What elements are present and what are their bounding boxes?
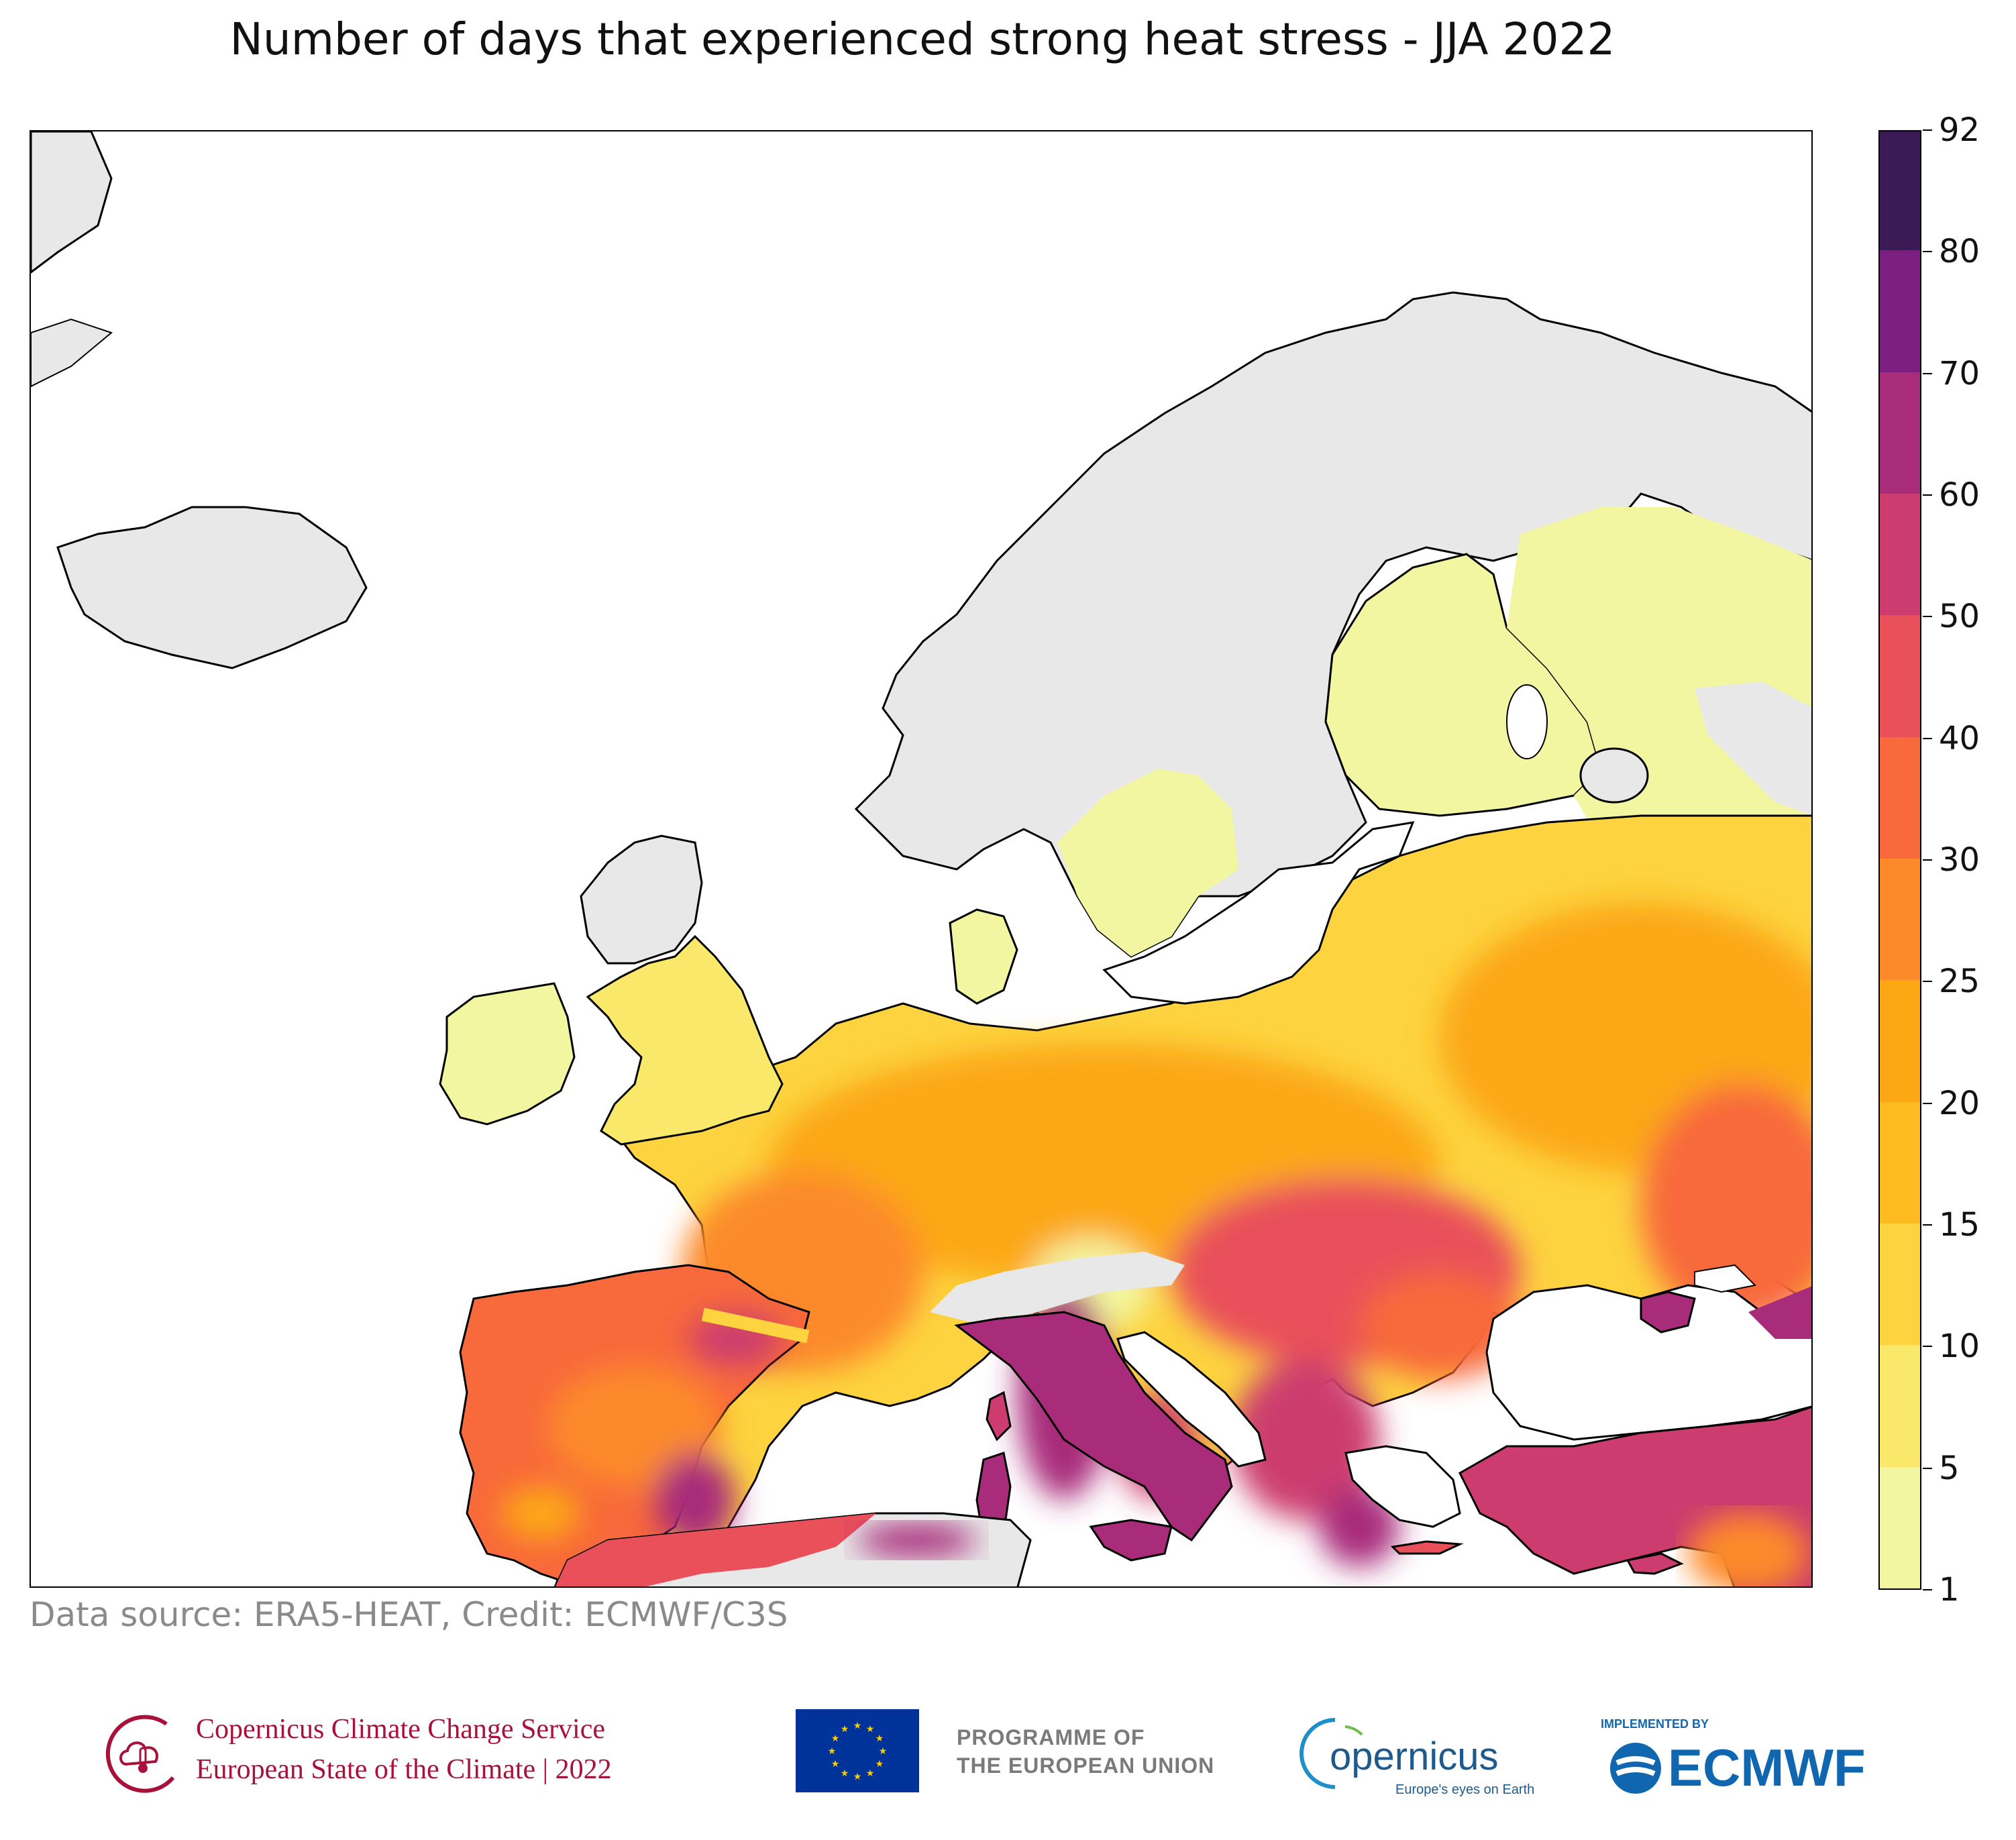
colorbar	[1878, 130, 1921, 1590]
colorbar-tick	[1923, 981, 1932, 983]
eu-flag-icon: ★ ★★★★★★★★★★★	[796, 1709, 919, 1792]
colorbar-segment	[1880, 493, 1920, 616]
colorbar-tick-label: 30	[1939, 841, 1980, 879]
colorbar-tick-label: 5	[1939, 1449, 1960, 1487]
eu-star-icon: ★	[831, 1759, 840, 1770]
colorbar-segment	[1880, 1101, 1920, 1224]
colorbar-tick-label: 40	[1939, 719, 1980, 757]
eu-star-icon: ★	[866, 1724, 875, 1735]
scotland	[580, 834, 703, 965]
ecmwf-logo-icon: IMPLEMENTED BY ECMWF	[1601, 1717, 1866, 1797]
colorbar-tick-label: 1	[1939, 1571, 1960, 1609]
colorbar-tick	[1923, 372, 1932, 374]
colorbar-tick-label: 80	[1939, 233, 1980, 271]
eu-star-icon: ★	[876, 1733, 884, 1744]
copernicus-name: opernicus	[1330, 1735, 1498, 1778]
colorbar-tick-label: 60	[1939, 476, 1980, 514]
lake-ladoga	[1506, 684, 1548, 759]
caucasus-heat	[1748, 1286, 1811, 1339]
colorbar-tick	[1923, 1102, 1932, 1104]
eu-star-icon: ★	[876, 1759, 884, 1770]
eu-star-icon: ★	[879, 1746, 888, 1757]
aegean-sea	[1344, 1445, 1461, 1528]
colorbar-tick-label: 20	[1939, 1084, 1980, 1122]
colorbar-tick	[1923, 1346, 1932, 1348]
lake-onega	[1579, 747, 1649, 804]
eu-star-icon: ★	[841, 1724, 849, 1735]
colorbar-tick-label: 70	[1939, 354, 1980, 392]
ecmwf-name: ECMWF	[1668, 1738, 1866, 1797]
eu-star-icon: ★	[853, 1721, 862, 1731]
russia-ne-grey	[1695, 682, 1811, 815]
colorbar-segment	[1880, 858, 1920, 981]
c3s-line-2: European State of the Climate | 2022	[196, 1754, 612, 1785]
eu-line-2: THE EUROPEAN UNION	[957, 1753, 1215, 1778]
colorbar-segment	[1880, 371, 1920, 494]
colorbar-segment	[1880, 131, 1920, 251]
data-source-note: Data source: ERA5-HEAT, Credit: ECMWF/C3…	[30, 1595, 788, 1634]
ecmwf-tag: IMPLEMENTED BY	[1601, 1717, 1709, 1731]
eu-star-icon: ★	[841, 1768, 849, 1779]
colorbar-tick-label: 50	[1939, 598, 1980, 636]
crete	[1390, 1540, 1464, 1555]
colorbar-segment	[1880, 736, 1920, 859]
greenland-corner	[31, 131, 113, 274]
colorbar-segment	[1880, 1466, 1920, 1588]
pyrenees-cool-band	[701, 1307, 810, 1344]
eu-star-icon: ★	[853, 1772, 862, 1782]
ireland	[439, 982, 576, 1126]
copernicus-tagline: Europe's eyes on Earth	[1395, 1782, 1534, 1797]
colorbar-tick-label: 25	[1939, 963, 1980, 1001]
footer-logos: Copernicus Climate Change Service Europe…	[0, 1697, 2016, 1831]
map-title: Number of days that experienced strong h…	[229, 13, 1615, 65]
colorbar-tick	[1923, 129, 1932, 131]
azov-sea	[1694, 1264, 1757, 1293]
colorbar-segment	[1880, 250, 1920, 372]
iberia-heat-detail	[500, 1312, 782, 1547]
map-canvas	[31, 131, 1811, 1586]
sweden-south-heat	[1057, 769, 1238, 957]
denmark	[949, 908, 1018, 1005]
north-africa-heat	[555, 1513, 977, 1586]
colorbar-tick	[1923, 1589, 1932, 1590]
eu-star-icon: ★	[866, 1768, 875, 1779]
black-sea	[1485, 1284, 1811, 1441]
colorbar-tick	[1923, 616, 1932, 618]
colorbar-tick-label: 10	[1939, 1328, 1980, 1366]
copernicus-logo-icon: opernicus Europe's eyes on Earth	[1299, 1718, 1534, 1797]
colorbar-tick-label: 92	[1939, 111, 1980, 149]
cyprus	[1626, 1552, 1684, 1575]
colorbar-tick	[1923, 251, 1932, 253]
alps	[930, 1252, 1185, 1325]
eu-line-1: PROGRAMME OF	[957, 1725, 1145, 1749]
c3s-logo-icon	[105, 1715, 175, 1793]
corsica	[986, 1391, 1012, 1442]
colorbar-tick	[1923, 859, 1932, 861]
colorbar-segment	[1880, 614, 1920, 737]
colorbar-segment	[1880, 1223, 1920, 1346]
adriatic-sea	[1116, 1331, 1267, 1468]
colorbar-segment	[1880, 1344, 1920, 1467]
colorbar-tick	[1923, 1224, 1932, 1226]
sicily	[1089, 1519, 1173, 1562]
greenland-coast	[31, 318, 113, 388]
italy	[954, 1311, 1233, 1542]
eu-star-icon: ★	[828, 1746, 837, 1757]
c3s-line-1: Copernicus Climate Change Service	[196, 1714, 606, 1745]
iceland	[56, 506, 368, 669]
eu-star-icon: ★	[831, 1733, 840, 1744]
colorbar-segment	[1880, 979, 1920, 1102]
crimea	[1640, 1291, 1696, 1334]
baltic-sea	[1102, 821, 1415, 1005]
heat-stress-map	[30, 130, 1813, 1588]
colorbar-tick-label: 15	[1939, 1206, 1980, 1244]
great-britain	[586, 934, 784, 1146]
colorbar-tick	[1923, 494, 1932, 496]
colorbar-tick	[1923, 1467, 1932, 1469]
turkey-cool-zone	[1688, 1513, 1809, 1586]
colorbar-tick	[1923, 737, 1932, 739]
